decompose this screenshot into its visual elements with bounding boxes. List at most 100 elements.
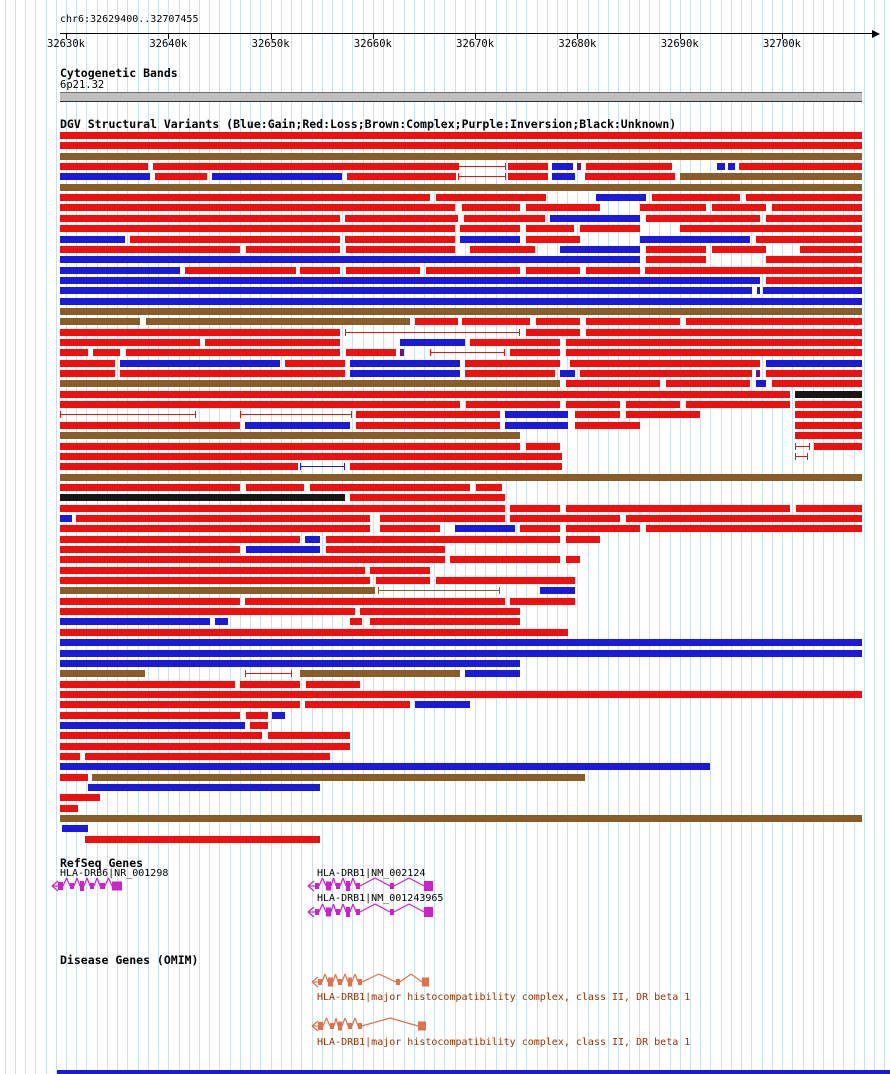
variant-bar[interactable] xyxy=(766,359,862,367)
variant-bar[interactable] xyxy=(60,307,862,315)
variant-bar[interactable] xyxy=(577,163,581,171)
variant-bar[interactable] xyxy=(60,359,115,367)
variant-bar[interactable] xyxy=(510,597,575,605)
variant-bar[interactable] xyxy=(470,339,560,346)
gene-label[interactable]: HLA-DRB1|NM_001243965 xyxy=(317,893,444,904)
variant-bar[interactable] xyxy=(376,577,430,585)
variant-bar[interactable] xyxy=(510,504,560,512)
variant-bar[interactable] xyxy=(400,349,404,357)
variant-bar[interactable] xyxy=(380,514,505,522)
variant-bar[interactable] xyxy=(60,194,430,202)
variant-bar[interactable] xyxy=(566,380,660,388)
variant-bar[interactable] xyxy=(470,245,535,253)
variant-bar[interactable] xyxy=(60,256,640,264)
variant-bar[interactable] xyxy=(586,318,680,326)
variant-bar[interactable] xyxy=(552,173,575,181)
variant-bar[interactable] xyxy=(526,225,574,233)
variant-line[interactable] xyxy=(60,414,196,416)
variant-bar[interactable] xyxy=(800,245,862,253)
variant-bar[interactable] xyxy=(586,163,672,171)
variant-bar[interactable] xyxy=(326,546,445,553)
variant-bar[interactable] xyxy=(766,256,862,264)
variant-bar[interactable] xyxy=(60,452,562,460)
variant-bar[interactable] xyxy=(766,370,862,378)
variant-bar[interactable] xyxy=(60,670,145,678)
variant-bar[interactable] xyxy=(60,525,370,533)
variant-bar[interactable] xyxy=(586,328,862,336)
variant-bar[interactable] xyxy=(245,421,350,429)
variant-bar[interactable] xyxy=(666,380,750,388)
variant-bar[interactable] xyxy=(415,318,458,326)
variant-bar[interactable] xyxy=(350,618,362,626)
variant-bar[interactable] xyxy=(60,773,88,781)
variant-bar[interactable] xyxy=(356,421,500,429)
variant-bar[interactable] xyxy=(795,401,862,409)
variant-bar[interactable] xyxy=(126,349,340,357)
variant-line[interactable] xyxy=(458,176,506,178)
variant-bar[interactable] xyxy=(60,659,520,667)
variant-bar[interactable] xyxy=(60,152,862,160)
variant-line[interactable] xyxy=(240,414,352,416)
variant-bar[interactable] xyxy=(772,380,862,388)
variant-bar[interactable] xyxy=(426,266,520,274)
variant-bar[interactable] xyxy=(60,266,180,274)
variant-bar[interactable] xyxy=(795,411,862,419)
variant-bar[interactable] xyxy=(60,597,240,605)
variant-bar[interactable] xyxy=(93,349,120,357)
variant-bar[interactable] xyxy=(436,194,546,202)
variant-bar[interactable] xyxy=(566,535,600,543)
variant-bar[interactable] xyxy=(566,401,620,409)
variant-bar[interactable] xyxy=(60,442,520,450)
variant-bar[interactable] xyxy=(60,183,862,191)
variant-bar[interactable] xyxy=(246,245,340,253)
variant-bar[interactable] xyxy=(60,132,862,139)
variant-bar[interactable] xyxy=(60,680,235,688)
variant-bar[interactable] xyxy=(60,173,150,181)
gene-label[interactable]: HLA-DRB6|NR_001298 xyxy=(60,868,169,879)
variant-bar[interactable] xyxy=(680,173,862,181)
variant-bar[interactable] xyxy=(85,753,330,760)
variant-bar[interactable] xyxy=(60,721,245,729)
variant-bar[interactable] xyxy=(757,287,760,295)
variant-bar[interactable] xyxy=(466,401,560,409)
variant-bar[interactable] xyxy=(560,245,640,253)
variant-bar[interactable] xyxy=(60,380,560,388)
variant-bar[interactable] xyxy=(465,370,555,378)
variant-bar[interactable] xyxy=(60,463,298,471)
variant-bar[interactable] xyxy=(795,421,862,429)
variant-bar[interactable] xyxy=(245,597,505,605)
variant-bar[interactable] xyxy=(508,163,548,171)
variant-bar[interactable] xyxy=(60,421,240,429)
variant-bar[interactable] xyxy=(712,204,766,212)
variant-line[interactable] xyxy=(378,590,500,592)
variant-bar[interactable] xyxy=(462,204,520,212)
variant-bar[interactable] xyxy=(92,773,585,781)
variant-bar[interactable] xyxy=(526,328,580,336)
variant-bar[interactable] xyxy=(60,618,210,626)
variant-bar[interactable] xyxy=(346,349,396,357)
variant-bar[interactable] xyxy=(306,680,360,688)
variant-bar[interactable] xyxy=(272,711,285,719)
variant-bar[interactable] xyxy=(772,204,862,212)
variant-bar[interactable] xyxy=(510,349,560,357)
variant-bar[interactable] xyxy=(60,732,262,740)
variant-bar[interactable] xyxy=(728,163,735,171)
variant-bar[interactable] xyxy=(566,349,862,357)
variant-bar[interactable] xyxy=(566,339,862,346)
variant-bar[interactable] xyxy=(85,835,320,843)
variant-bar[interactable] xyxy=(756,370,760,378)
variant-bar[interactable] xyxy=(717,163,725,171)
variant-bar[interactable] xyxy=(60,514,72,522)
variant-bar[interactable] xyxy=(60,556,445,564)
variant-bar[interactable] xyxy=(60,639,862,647)
variant-bar[interactable] xyxy=(739,163,862,171)
variant-bar[interactable] xyxy=(450,556,560,564)
variant-bar[interactable] xyxy=(60,587,375,595)
variant-bar[interactable] xyxy=(60,504,505,512)
variant-bar[interactable] xyxy=(345,214,458,222)
variant-bar[interactable] xyxy=(640,204,706,212)
variant-bar[interactable] xyxy=(60,245,240,253)
variant-bar[interactable] xyxy=(566,556,580,564)
variant-bar[interactable] xyxy=(246,711,268,719)
variant-bar[interactable] xyxy=(60,204,455,212)
